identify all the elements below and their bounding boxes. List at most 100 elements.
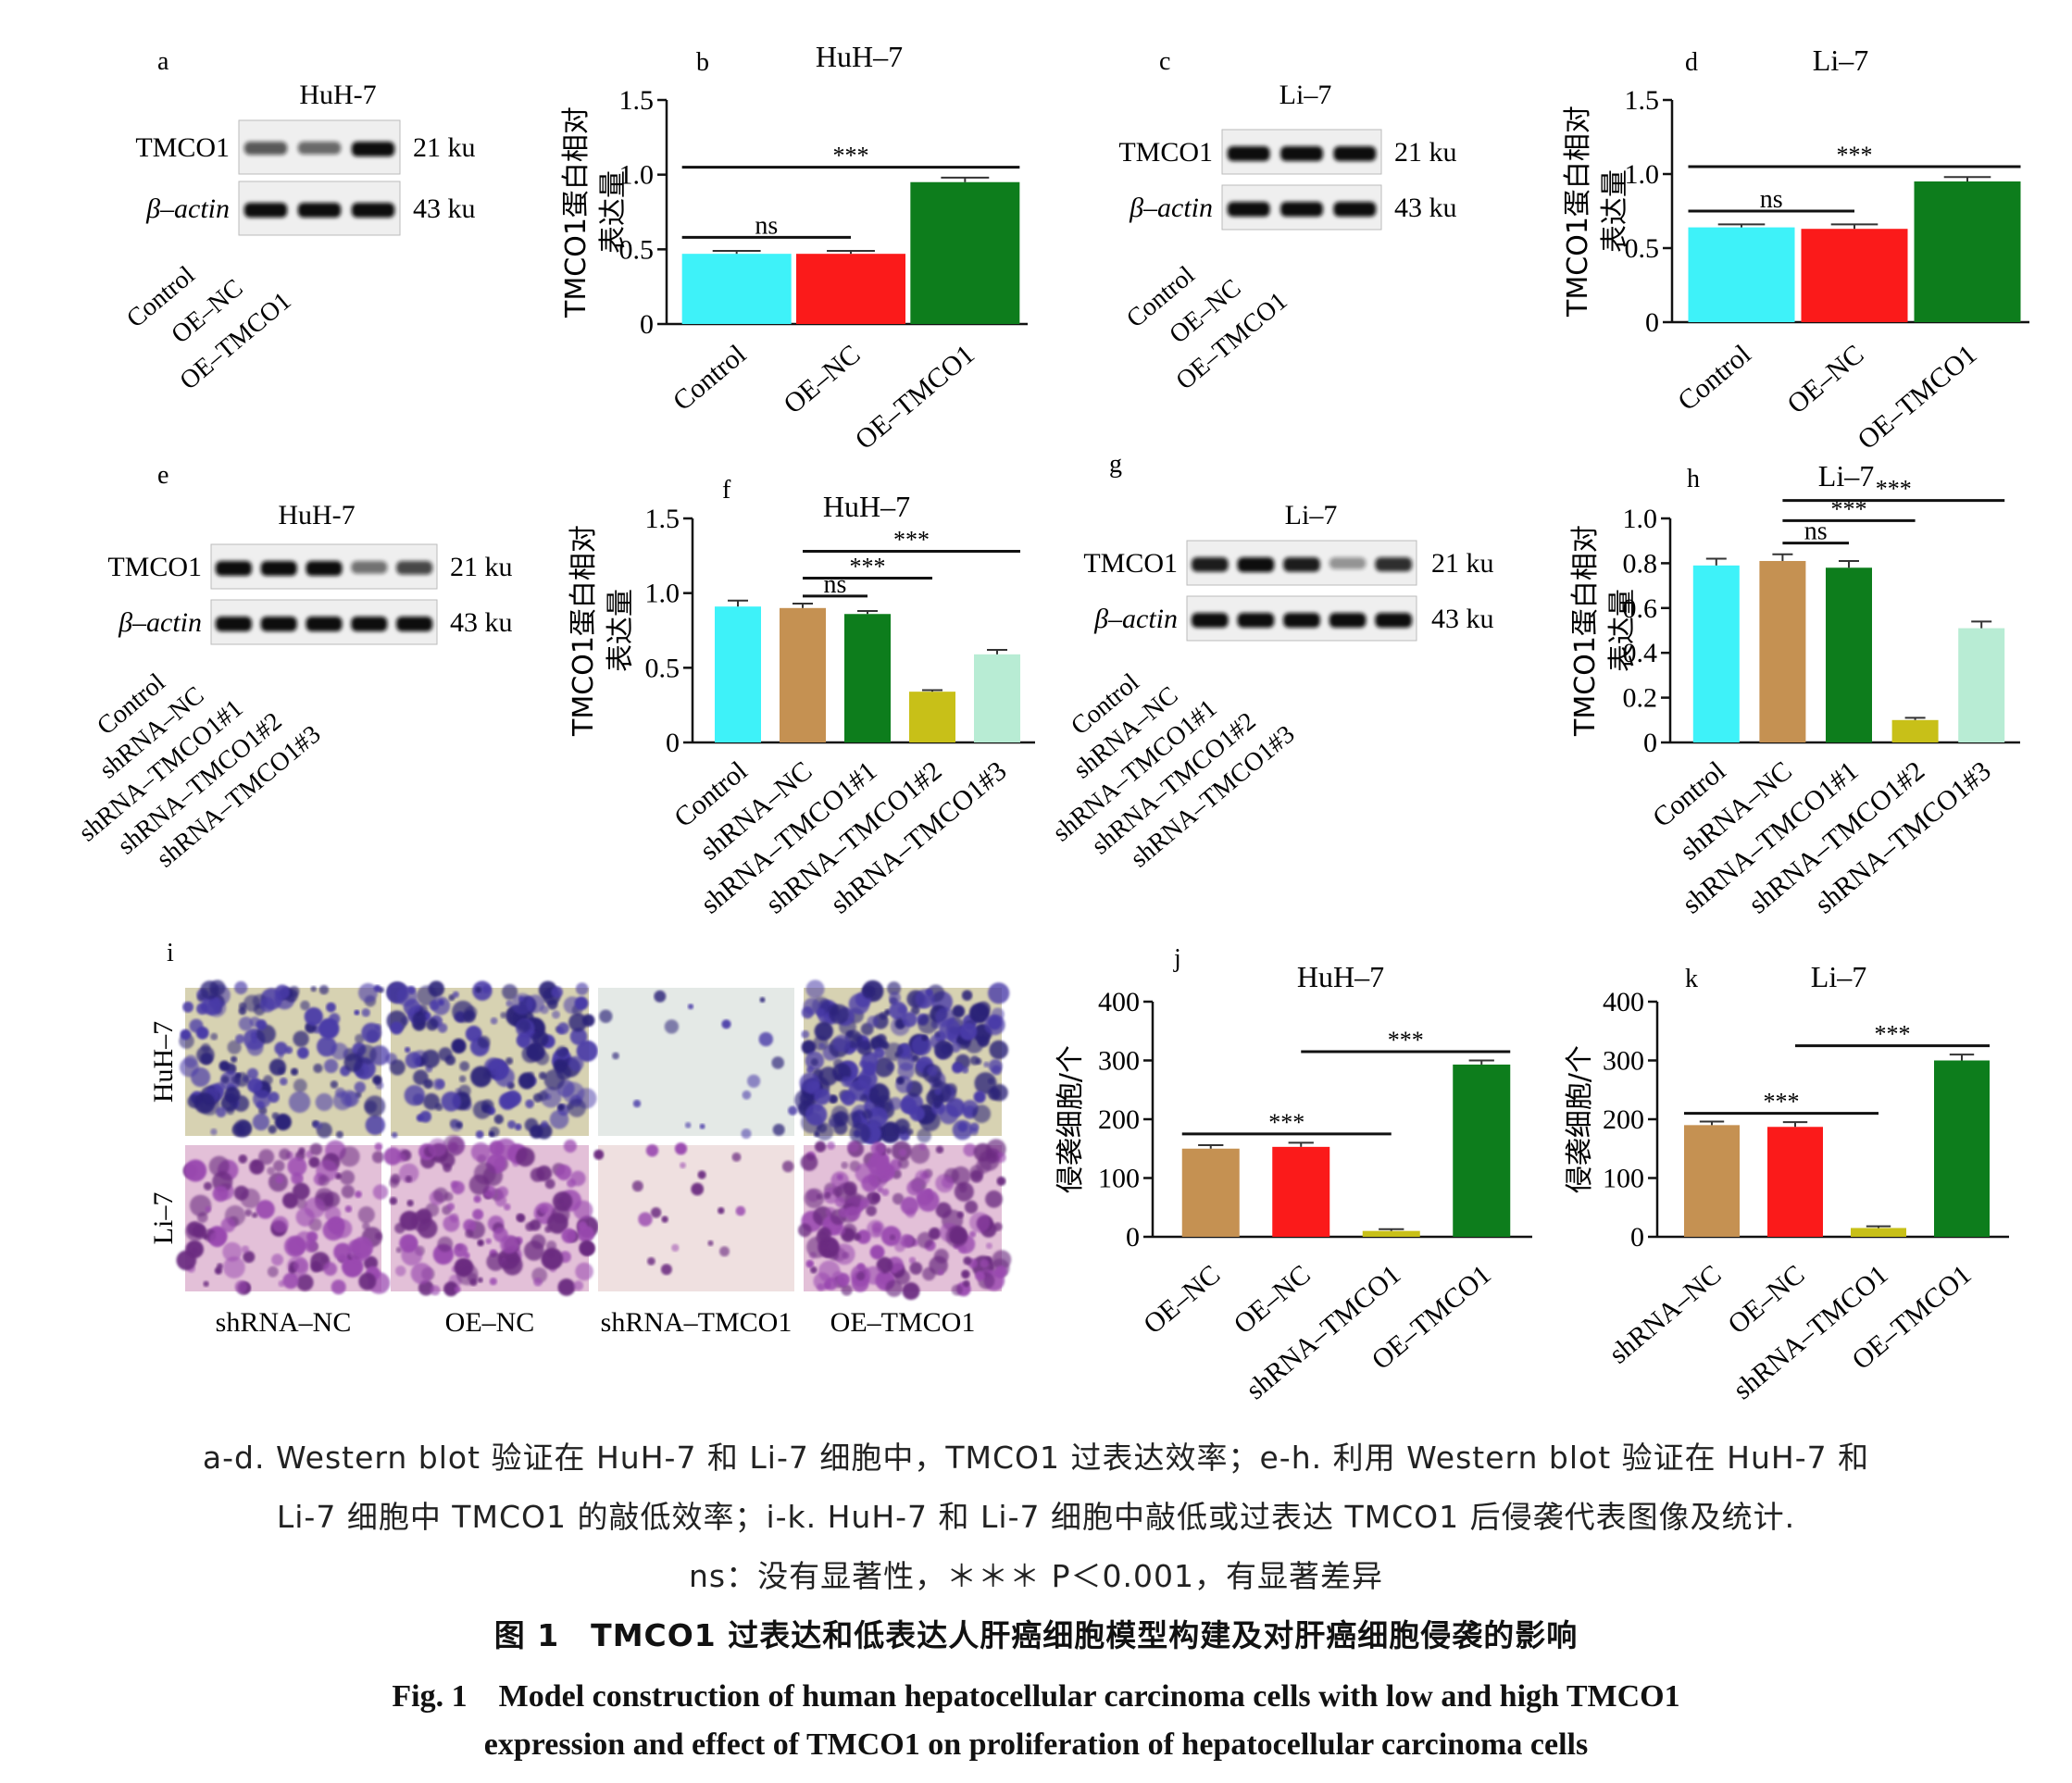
protein-band: [1280, 202, 1323, 217]
invaded-cell: [203, 1280, 209, 1288]
invasion-column-label: shRNA–NC: [216, 1307, 352, 1338]
y-axis-label: 侵袭细胞/个: [1564, 1045, 1596, 1193]
panel-letter-a: a: [157, 47, 169, 76]
invaded-cell: [862, 1061, 877, 1077]
invasion-column-label: shRNA–TMCO1: [601, 1307, 793, 1338]
chart-title: HuH–7: [1297, 960, 1384, 993]
invaded-cell: [905, 1208, 916, 1218]
protein-band: [306, 617, 343, 631]
invaded-cell: [405, 1046, 411, 1054]
invaded-cell: [952, 1119, 973, 1141]
invaded-cell: [238, 1154, 248, 1164]
invaded-cell: [317, 1036, 337, 1057]
cell-line-label: HuH-7: [299, 80, 376, 110]
x-tick-label: OE–NC: [1781, 339, 1869, 419]
invaded-cell: [985, 1242, 992, 1250]
invaded-cell: [867, 1016, 879, 1028]
invaded-cell: [405, 1052, 422, 1069]
protein-band: [1191, 557, 1229, 572]
invaded-cell: [331, 1279, 346, 1295]
invaded-cell: [526, 1042, 545, 1062]
protein-band: [260, 617, 297, 631]
invaded-cell: [661, 1216, 668, 1223]
significance-label: ***: [850, 554, 886, 580]
invaded-cell: [443, 1281, 459, 1297]
protein-band: [1237, 557, 1275, 572]
panel-letter-g: g: [1109, 450, 1122, 479]
protein-band: [396, 561, 433, 575]
invaded-cell: [541, 1247, 564, 1270]
blot-row-label: TMCO1: [1083, 548, 1178, 579]
molecular-weight-label: 43 ku: [1394, 193, 1457, 223]
invaded-cell: [304, 1197, 326, 1218]
y-axis-label-line-2: 表达量: [605, 589, 637, 672]
invaded-cell: [481, 985, 491, 993]
invaded-cell: [956, 1211, 965, 1218]
invaded-cell: [185, 1221, 206, 1241]
bar-shRNA–TMCO1#2: [1891, 719, 1939, 742]
invaded-cell: [477, 1277, 483, 1283]
invaded-cell: [416, 1208, 432, 1224]
significance-label: ***: [1764, 1089, 1800, 1116]
invaded-cell: [864, 1266, 883, 1285]
invaded-cell: [917, 1128, 931, 1143]
invaded-cell: [288, 1091, 311, 1114]
invaded-cell: [473, 1195, 481, 1203]
invaded-cell: [506, 1000, 513, 1007]
y-tick-label: 0: [640, 309, 654, 340]
invaded-cell: [389, 1059, 406, 1076]
invaded-cell: [335, 1130, 343, 1139]
invaded-cell: [286, 1237, 306, 1256]
invaded-cell: [697, 1170, 706, 1179]
invaded-cell: [801, 1029, 810, 1039]
bar-Control: [1688, 227, 1795, 322]
invaded-cell: [210, 1128, 218, 1136]
bar-shRNA–TMCO1#3: [974, 654, 1020, 742]
figure-title-cn: 图 1 TMCO1 过表达和低表达人肝癌细胞模型构建及对肝癌细胞侵袭的影响: [493, 1617, 1579, 1653]
panel-letter-k: k: [1685, 965, 1698, 993]
invaded-cell: [544, 1226, 552, 1233]
bar-shRNA–TMCO1#1: [1826, 567, 1872, 742]
protein-band: [1333, 146, 1377, 161]
invaded-cell: [934, 1248, 949, 1264]
invaded-cell: [435, 1103, 443, 1112]
invaded-cell: [881, 1188, 890, 1196]
panel-letter-i: i: [167, 939, 174, 967]
invaded-cell: [540, 1005, 549, 1015]
invaded-cell: [323, 1058, 339, 1074]
invaded-cell: [452, 991, 459, 998]
invasion-column-label: OE–TMCO1: [830, 1307, 976, 1338]
invaded-cell: [258, 1149, 275, 1166]
invaded-cell: [880, 1011, 888, 1020]
invaded-cell: [399, 1163, 419, 1184]
invaded-cell: [862, 1109, 873, 1119]
invaded-cell: [472, 1100, 492, 1119]
invaded-cell: [799, 1072, 820, 1093]
invaded-cell: [372, 1075, 382, 1085]
invaded-cell: [247, 1078, 263, 1093]
invaded-cell: [235, 1034, 245, 1044]
western-blot-panels: a HuH-7 TMCO1 21 ku β–actin 43 ku Control OE–NC…: [73, 47, 1493, 873]
invaded-cell: [191, 1066, 211, 1088]
invaded-cell: [973, 1091, 986, 1103]
invaded-cell: [344, 1205, 353, 1213]
invaded-cell: [263, 1075, 273, 1085]
protein-band: [351, 617, 388, 631]
invaded-cell: [845, 1205, 861, 1221]
invaded-cell: [268, 1058, 286, 1076]
invaded-cell: [507, 1120, 517, 1129]
invaded-cell: [413, 1069, 429, 1086]
protein-band: [243, 142, 288, 156]
invaded-cell: [984, 1014, 1005, 1036]
y-tick-label: 200: [1603, 1104, 1644, 1135]
bar-OE–NC: [1181, 1148, 1240, 1237]
invaded-cell: [556, 1065, 572, 1080]
invaded-cell: [801, 1040, 817, 1054]
invaded-cell: [313, 1121, 323, 1130]
molecular-weight-label: 43 ku: [450, 607, 513, 638]
caption-line-3: ns：没有显著性，＊＊＊ P＜0.001，有显著差异: [689, 1558, 1383, 1594]
invaded-cell: [308, 1156, 320, 1168]
invaded-cell: [885, 1279, 903, 1297]
invaded-cell: [541, 1120, 548, 1128]
significance-label: ***: [1837, 142, 1873, 168]
